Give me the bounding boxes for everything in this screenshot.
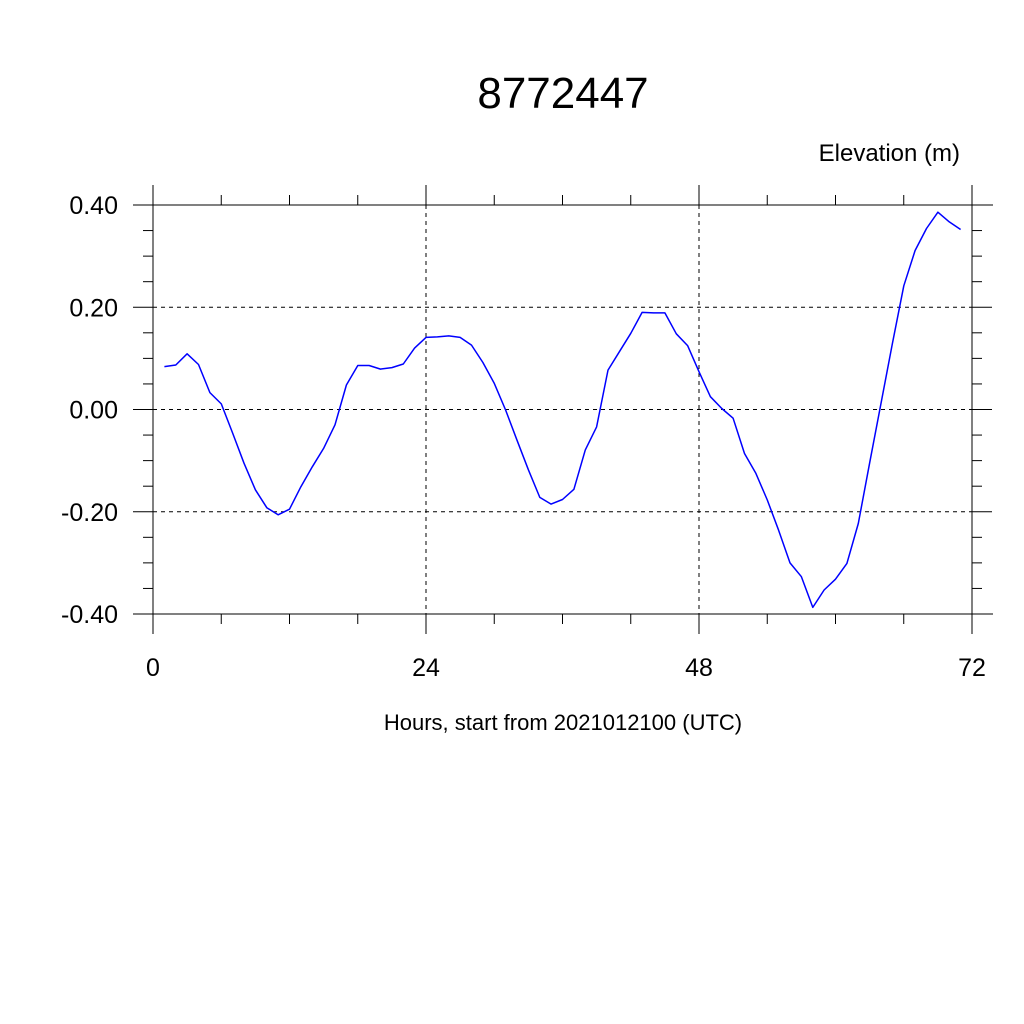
y-tick-label: -0.20 <box>61 499 118 527</box>
y-tick-label: 0.20 <box>69 294 118 322</box>
series <box>164 211 962 609</box>
x-tick-label: 48 <box>685 654 713 682</box>
chart-subtitle: Elevation (m) <box>819 140 960 167</box>
axis-ticks <box>133 185 993 634</box>
y-tick-label: 0.40 <box>69 192 118 220</box>
x-tick-label: 24 <box>412 654 440 682</box>
x-axis-label: Hours, start from 2021012100 (UTC) <box>384 710 742 735</box>
x-tick-label: 0 <box>146 654 160 682</box>
chart-title: 8772447 <box>477 69 648 118</box>
y-tick-label: -0.40 <box>61 601 118 629</box>
y-tick-label: 0.00 <box>69 397 118 425</box>
series-line <box>164 211 962 609</box>
grid <box>153 204 972 615</box>
x-tick-label: 72 <box>958 654 986 682</box>
tick-labels: 0.40 0.20 0.00 -0.20 -0.40 0 24 48 72 <box>61 192 986 682</box>
